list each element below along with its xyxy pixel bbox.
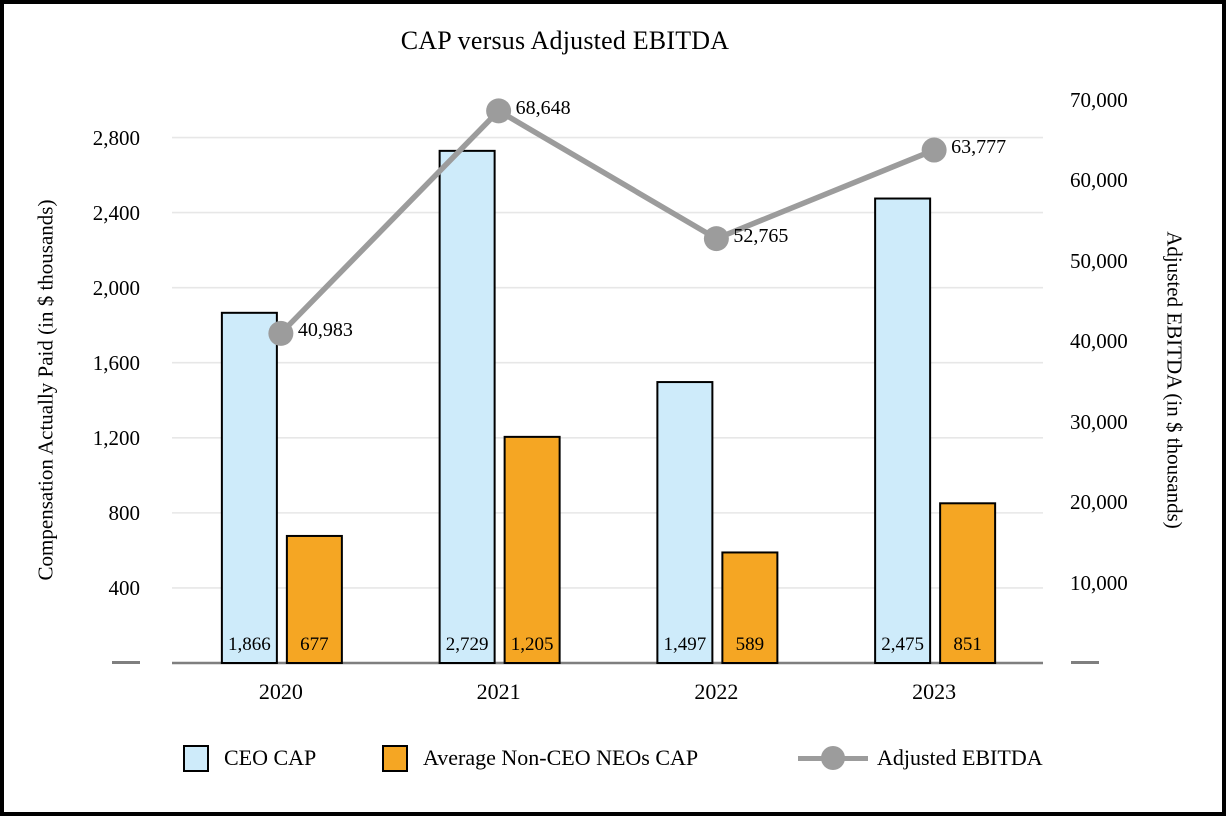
left-axis-tick-label: 2,800	[92, 125, 140, 150]
bar-value-label: 2,729	[445, 634, 489, 655]
line-marker	[921, 137, 947, 163]
legend: CEO CAP Average Non-CEO NEOs CAP Adjuste…	[0, 744, 1226, 774]
bar-value-label: 1,866	[228, 634, 271, 655]
right-axis-tick-label: 10,000	[1070, 570, 1128, 595]
point-data-label: 40,983	[297, 319, 353, 342]
bar-average-non-ceo-neos-cap-2022	[721, 551, 779, 665]
bar-average-non-ceo-neos-cap-2021	[503, 435, 561, 664]
legend-label-adjusted-ebitda: Adjusted EBITDA	[877, 745, 1043, 770]
bar-value-label: 1,497	[663, 634, 707, 655]
point-data-label: 52,765	[733, 224, 789, 247]
bar-ceo-cap-2021	[438, 149, 496, 664]
left-axis-tick-label: 1,200	[92, 425, 140, 450]
avg-non-ceo-neos-cap-swatch-icon	[382, 744, 408, 772]
right-axis-tick-label: 30,000	[1070, 409, 1128, 434]
bar-value-label: 677	[300, 634, 329, 655]
line-marker	[268, 320, 294, 346]
x-axis-category-label: 2022	[694, 679, 739, 704]
legend-item-avg-non-ceo-neos-cap: Average Non-CEO NEOs CAP	[382, 744, 698, 772]
bar-ceo-cap-2020	[220, 311, 278, 664]
bar-ceo-cap-2023	[874, 197, 932, 664]
right-axis-tick-label: 20,000	[1070, 490, 1128, 515]
bar-value-label: 851	[953, 634, 982, 655]
x-axis-category-label: 2023	[912, 679, 957, 704]
bar-average-non-ceo-neos-cap-2023	[939, 502, 997, 664]
left-axis-tick-label: 400	[108, 575, 141, 600]
legend-item-adjusted-ebitda: Adjusted EBITDA	[798, 744, 1043, 772]
legend-label-avg-non-ceo-neos-cap: Average Non-CEO NEOs CAP	[423, 745, 699, 770]
right-axis-tick-label: 50,000	[1070, 248, 1128, 273]
bar-ceo-cap-2022	[656, 381, 714, 664]
legend-dot	[821, 746, 845, 770]
ceo-cap-swatch-icon	[183, 744, 209, 772]
bar-value-label: 589	[735, 634, 765, 655]
left-axis-tick-label: 800	[108, 500, 141, 525]
bar-average-non-ceo-neos-cap-2020	[285, 534, 343, 664]
point-data-label: 68,648	[515, 96, 571, 119]
adjusted-ebitda-line	[278, 107, 936, 336]
adjusted-ebitda-line-marker-icon	[798, 746, 868, 770]
right-axis-tick-label: 40,000	[1070, 329, 1128, 354]
legend-label-ceo-cap: CEO CAP	[224, 745, 317, 770]
right-axis-tick-label: 60,000	[1070, 168, 1128, 193]
x-axis-category-label: 2021	[476, 679, 521, 704]
left-axis-zero-tick	[112, 661, 140, 664]
chart-title: CAP versus Adjusted EBITDA	[400, 26, 730, 55]
bar-value-label: 1,205	[510, 634, 554, 655]
left-axis-tick-label: 2,000	[92, 275, 140, 300]
legend-item-ceo-cap: CEO CAP	[183, 744, 316, 772]
right-axis-zero-tick	[1071, 661, 1099, 664]
line-marker	[486, 98, 512, 124]
line-marker	[703, 226, 729, 252]
bar-value-label: 2,475	[881, 634, 924, 655]
left-axis-tick-label: 1,600	[92, 350, 140, 375]
point-data-label: 63,777	[951, 136, 1007, 159]
right-axis-tick-label: 70,000	[1070, 88, 1128, 112]
left-axis-tick-label: 2,400	[92, 200, 140, 225]
x-axis-category-label: 2020	[258, 679, 303, 704]
